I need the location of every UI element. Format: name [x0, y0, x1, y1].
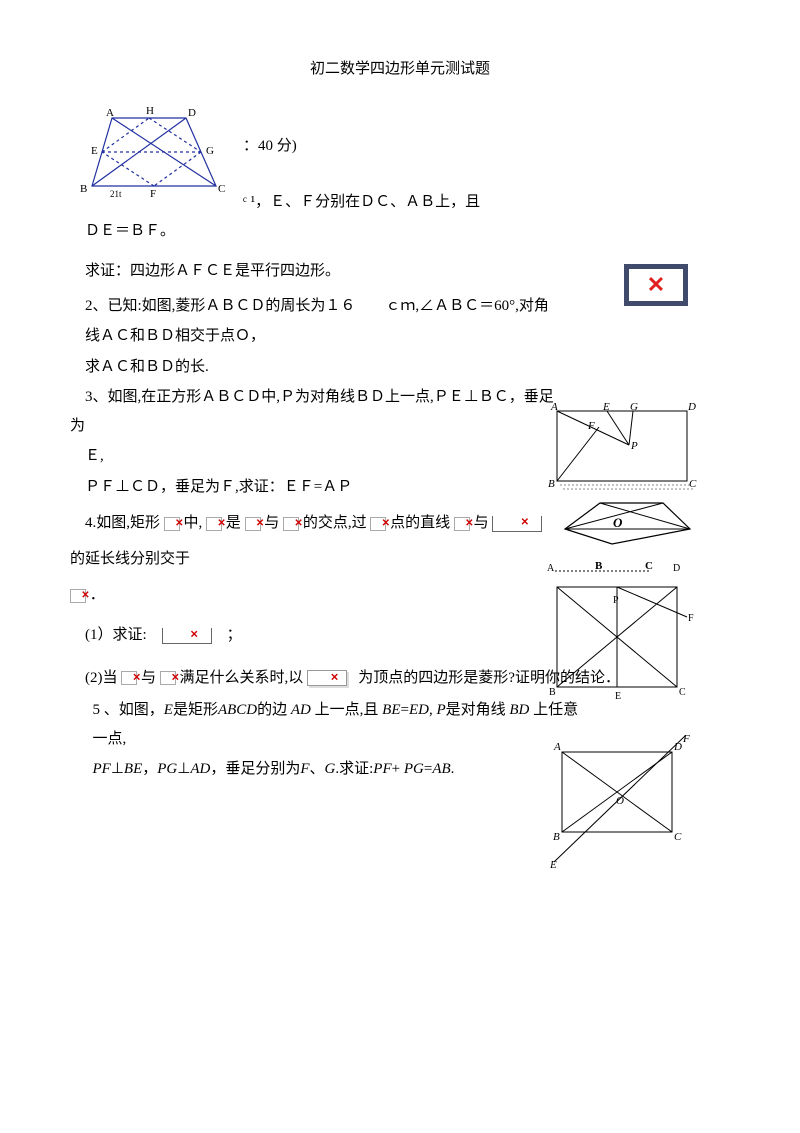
rect-diagram-2: A B C D P F B E C — [545, 559, 700, 725]
doc-title: 初二数学四边形单元测试题 — [70, 55, 730, 84]
svg-text:O: O — [613, 515, 623, 530]
rect-diagram-3: A D F O B C E — [550, 734, 690, 885]
svg-text:D: D — [673, 741, 682, 753]
trapezoid-diagram: A H D E G B F C 21t — [70, 104, 235, 210]
svg-text:C: C — [645, 560, 653, 572]
svg-text:D: D — [188, 107, 196, 119]
rect-diagram-1: A E G D F P B C O — [545, 399, 700, 560]
ole-placeholder — [121, 671, 137, 685]
svg-text:E: E — [602, 401, 610, 413]
svg-text:B: B — [548, 478, 555, 490]
svg-text:F: F — [587, 420, 595, 432]
svg-text:C: C — [674, 831, 682, 843]
ole-placeholder-long — [492, 516, 542, 532]
ole-placeholder — [370, 517, 386, 531]
svg-text:C: C — [689, 478, 697, 490]
ole-placeholder-med — [307, 670, 347, 686]
svg-text:E: E — [615, 691, 621, 702]
svg-text:F: F — [150, 188, 156, 199]
svg-text:A: A — [553, 741, 561, 753]
q2-line2: 线ＡＣ和ＢＤ相交于点Ｏ， — [70, 322, 730, 351]
q1-line2: ＤＥ＝ＢＦ。 — [70, 217, 730, 246]
framed-broken-image: ✕ — [624, 264, 688, 306]
svg-text:B: B — [595, 560, 603, 572]
ole-placeholder — [160, 671, 176, 685]
svg-text:B: B — [80, 183, 87, 195]
q2-line3: 求ＡＣ和ＢＤ的长. — [70, 353, 730, 382]
svg-text:A: A — [106, 107, 114, 119]
ole-placeholder-long — [162, 628, 212, 644]
svg-text:P: P — [613, 595, 619, 606]
ole-placeholder — [283, 517, 299, 531]
svg-text:F: F — [682, 734, 690, 745]
svg-text:21t: 21t — [110, 189, 122, 199]
svg-text:O: O — [616, 795, 624, 807]
svg-text:D: D — [673, 563, 680, 574]
svg-text:H: H — [146, 105, 154, 117]
svg-text:D: D — [687, 401, 696, 413]
svg-text:F: F — [688, 613, 694, 624]
ole-placeholder — [206, 517, 222, 531]
svg-text:G: G — [206, 145, 214, 157]
svg-text:B: B — [553, 831, 560, 843]
ole-placeholder — [164, 517, 180, 531]
svg-text:B: B — [549, 687, 556, 698]
svg-text:A: A — [550, 401, 558, 413]
svg-text:C: C — [679, 687, 686, 698]
ole-placeholder — [70, 589, 86, 603]
svg-text:A: A — [547, 563, 555, 574]
svg-text:E: E — [550, 859, 557, 871]
content: A H D E G B F C 21t ：40 分) ᶜ ¹，Ｅ、Ｆ分别在ＤＣ、… — [70, 104, 730, 784]
svg-text:E: E — [91, 145, 98, 157]
ole-placeholder — [245, 517, 261, 531]
svg-text:C: C — [218, 183, 225, 195]
svg-text:P: P — [630, 440, 638, 452]
svg-text:G: G — [630, 401, 638, 413]
ole-placeholder — [454, 517, 470, 531]
